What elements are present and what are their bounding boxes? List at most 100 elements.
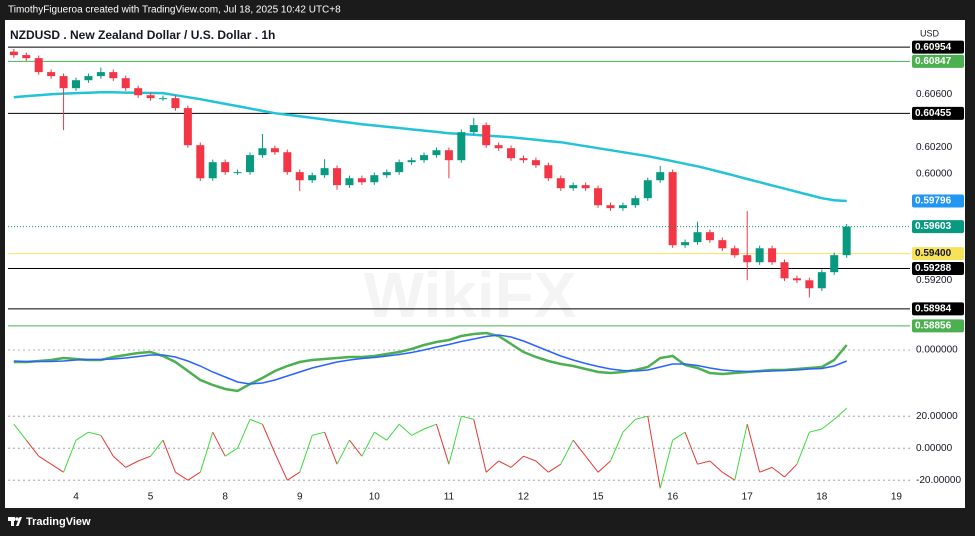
- candle-body: [519, 158, 528, 161]
- candle-body: [146, 95, 155, 99]
- oscillator-segment: [709, 460, 723, 473]
- watermark: WikiFX: [364, 259, 577, 331]
- candle-body: [817, 272, 826, 289]
- candle-body: [780, 262, 789, 279]
- candle-body: [308, 175, 317, 181]
- candle-body: [121, 78, 130, 89]
- indicator-line: [13, 331, 848, 393]
- oscillator-segment: [697, 460, 711, 465]
- header-text: TimothyFigueroa created with TradingView…: [8, 5, 341, 16]
- oscillator-segment: [722, 471, 736, 481]
- oscillator-segment: [336, 439, 350, 465]
- candle-body: [395, 162, 404, 173]
- candle-body: [246, 155, 255, 173]
- candle-body: [34, 58, 43, 73]
- x-tick-label: 4: [73, 492, 79, 503]
- oscillator-segment: [510, 455, 524, 468]
- chart-area: [5, 20, 965, 508]
- x-tick-label: 12: [518, 492, 530, 503]
- x-tick-label: 9: [297, 492, 303, 503]
- oscillator-segment: [224, 447, 238, 457]
- oscillator-segment: [809, 428, 822, 433]
- oscillator-segment: [485, 460, 499, 473]
- candle-body: [72, 80, 80, 89]
- oscillator-segment: [324, 432, 338, 465]
- candle-body: [109, 72, 118, 79]
- candle-body: [59, 76, 68, 89]
- candle-body: [643, 180, 652, 199]
- candle-body: [606, 205, 615, 209]
- oscillator-segment: [746, 424, 761, 473]
- x-tick-label: 5: [148, 492, 154, 503]
- candle-body: [370, 175, 379, 183]
- oscillator-segment: [162, 440, 176, 473]
- chart-title: NZDUSD . New Zealand Dollar / U.S. Dolla…: [10, 28, 275, 42]
- candle-body: [183, 108, 192, 146]
- oscillator-segment: [423, 423, 437, 430]
- candle-body: [718, 240, 727, 249]
- oscillator-segment: [249, 418, 263, 425]
- candle-body: [208, 162, 217, 179]
- oscillator-segment: [137, 455, 151, 462]
- oscillator-segment: [759, 466, 773, 473]
- oscillator-segment: [796, 432, 810, 465]
- x-tick-label: 10: [369, 492, 381, 503]
- candle-body: [444, 150, 453, 161]
- candle-body: [420, 155, 429, 161]
- oscillator-segment: [684, 432, 698, 465]
- candle-body: [581, 185, 590, 189]
- candle-body: [830, 255, 839, 273]
- x-tick-label: 8: [222, 492, 228, 503]
- candle-body: [320, 168, 329, 176]
- oscillator-segment: [187, 471, 201, 481]
- oscillator-segment: [572, 439, 587, 457]
- oscillator-segment: [647, 416, 661, 489]
- x-tick-label: 18: [816, 492, 828, 503]
- oscillator-segment: [75, 431, 89, 441]
- oscillator-segment: [237, 419, 251, 449]
- candle-body: [407, 160, 416, 163]
- candle-body: [96, 72, 105, 77]
- level-tag: 0.60847: [915, 56, 952, 67]
- y-tick-label: 0.59200: [916, 275, 953, 286]
- oscillator-segment: [38, 455, 52, 465]
- oscillator-segment: [821, 419, 835, 430]
- candle-body: [631, 198, 640, 206]
- oscillator-segment: [435, 424, 450, 465]
- candle-body: [544, 165, 553, 179]
- candle-body: [569, 185, 578, 189]
- candle-body: [681, 242, 690, 246]
- candle-body: [159, 98, 168, 100]
- candle-body: [357, 178, 366, 183]
- candle-body: [805, 280, 814, 289]
- moving-average-tag-box: [912, 194, 964, 208]
- candle-body: [270, 148, 279, 153]
- candle-body: [9, 51, 18, 56]
- level-tag-box: [912, 319, 964, 333]
- level-tag: 0.60455: [915, 108, 952, 119]
- oscillator-segment: [398, 423, 412, 436]
- oscillator-segment: [199, 432, 214, 473]
- oscillator-segment: [312, 431, 325, 436]
- x-tick-label: 16: [667, 492, 679, 503]
- footer-brand: TradingView: [26, 516, 91, 528]
- oscillator-segment: [112, 455, 127, 468]
- candle-body: [618, 205, 627, 209]
- oscillator-segment: [734, 424, 748, 481]
- level-tag: 0.60954: [915, 42, 952, 53]
- candle-body: [47, 72, 56, 77]
- candle-body: [221, 162, 230, 173]
- oscillator-segment: [299, 435, 313, 473]
- candle-body: [531, 160, 540, 166]
- candle-body: [134, 88, 143, 96]
- candle-body: [705, 232, 714, 241]
- candle-body: [482, 125, 491, 146]
- last-price-tag: 0.59603: [915, 221, 952, 232]
- last-price-tag-box: [912, 220, 964, 234]
- candle-body: [432, 150, 441, 156]
- level-tag-box: [912, 261, 964, 275]
- oscillator-segment: [535, 460, 549, 473]
- candle-body: [295, 172, 304, 181]
- candle-body: [792, 278, 801, 281]
- indicator-line: [13, 334, 847, 385]
